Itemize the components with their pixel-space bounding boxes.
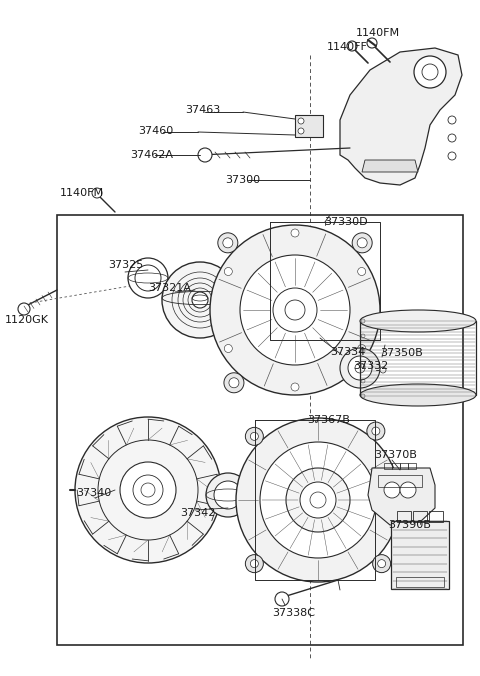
Ellipse shape	[360, 310, 476, 332]
Bar	[396, 577, 444, 587]
Circle shape	[358, 268, 366, 276]
Polygon shape	[362, 160, 418, 172]
Text: 37330D: 37330D	[324, 217, 368, 227]
Circle shape	[380, 367, 386, 373]
Circle shape	[448, 116, 456, 124]
Circle shape	[273, 288, 317, 332]
Circle shape	[372, 427, 380, 435]
Text: 1140FF: 1140FF	[327, 42, 368, 52]
Text: 37367B: 37367B	[307, 415, 350, 425]
Circle shape	[347, 41, 357, 51]
Circle shape	[352, 233, 372, 253]
Text: 37340: 37340	[76, 488, 111, 498]
Circle shape	[400, 482, 416, 498]
Bar	[295, 115, 323, 137]
Circle shape	[206, 473, 250, 517]
Text: 37460: 37460	[138, 126, 173, 136]
Circle shape	[92, 188, 102, 198]
Bar	[391, 521, 449, 589]
Circle shape	[245, 427, 264, 445]
Text: 1120GK: 1120GK	[5, 315, 49, 325]
Bar	[397, 511, 411, 522]
Bar	[384, 463, 392, 469]
Circle shape	[198, 148, 212, 162]
Bar	[429, 511, 443, 522]
Circle shape	[300, 482, 336, 518]
Bar	[378, 475, 422, 487]
Circle shape	[18, 303, 30, 315]
Text: 1140FM: 1140FM	[60, 188, 104, 198]
Text: 37342: 37342	[180, 508, 216, 518]
Circle shape	[348, 356, 372, 380]
Text: 37300: 37300	[225, 175, 260, 185]
Bar	[392, 463, 400, 469]
Circle shape	[214, 481, 242, 509]
Bar	[57, 215, 463, 645]
Circle shape	[298, 118, 304, 124]
Circle shape	[422, 64, 438, 80]
Circle shape	[358, 361, 378, 381]
Circle shape	[224, 372, 244, 393]
Text: 37332: 37332	[353, 361, 388, 371]
Circle shape	[448, 152, 456, 160]
Circle shape	[372, 554, 391, 573]
Circle shape	[236, 418, 400, 582]
Circle shape	[192, 292, 208, 308]
Circle shape	[286, 468, 350, 532]
Circle shape	[448, 134, 456, 142]
Bar	[413, 511, 427, 522]
Circle shape	[367, 38, 377, 48]
Ellipse shape	[360, 384, 476, 406]
Circle shape	[120, 462, 176, 518]
Text: 37321A: 37321A	[148, 283, 191, 293]
Circle shape	[275, 592, 289, 606]
Circle shape	[378, 560, 385, 568]
Circle shape	[357, 238, 367, 248]
Circle shape	[162, 262, 238, 338]
Circle shape	[128, 258, 168, 298]
Circle shape	[291, 229, 299, 237]
Circle shape	[245, 554, 264, 573]
Text: 37463: 37463	[185, 105, 220, 115]
Text: 37462A: 37462A	[130, 150, 173, 160]
Text: 37338C: 37338C	[272, 608, 315, 618]
Circle shape	[141, 483, 155, 497]
Polygon shape	[368, 468, 435, 525]
Circle shape	[340, 348, 380, 388]
Text: 37325: 37325	[108, 260, 143, 270]
Circle shape	[251, 560, 258, 568]
Text: 1140FM: 1140FM	[356, 28, 400, 38]
Polygon shape	[340, 48, 462, 185]
Text: 37370B: 37370B	[374, 450, 417, 460]
Text: 37390B: 37390B	[388, 520, 431, 530]
Circle shape	[384, 482, 400, 498]
Circle shape	[363, 366, 373, 376]
Bar	[408, 463, 416, 469]
Circle shape	[229, 378, 239, 388]
Circle shape	[358, 345, 366, 352]
Circle shape	[218, 233, 238, 253]
Circle shape	[251, 433, 258, 440]
Circle shape	[291, 383, 299, 391]
Text: 37334: 37334	[330, 347, 365, 357]
Circle shape	[414, 56, 446, 88]
Circle shape	[260, 442, 376, 558]
Circle shape	[223, 238, 233, 248]
Circle shape	[224, 268, 232, 276]
Text: 37350B: 37350B	[380, 348, 423, 358]
Circle shape	[210, 225, 380, 395]
Bar	[400, 463, 408, 469]
Circle shape	[75, 417, 221, 563]
Circle shape	[367, 422, 385, 440]
Circle shape	[224, 345, 232, 352]
Circle shape	[298, 128, 304, 134]
Circle shape	[240, 255, 350, 365]
